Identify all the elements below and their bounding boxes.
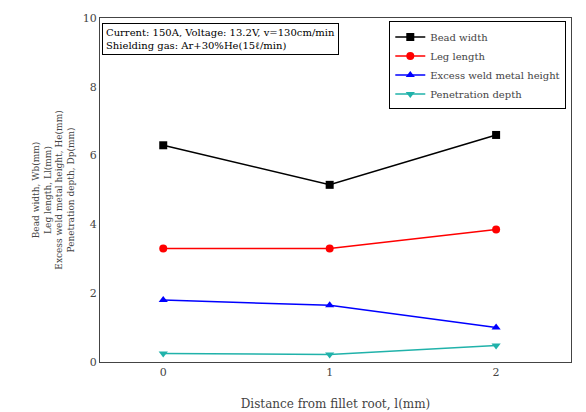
svg-text:6: 6: [90, 149, 97, 162]
svg-text:Penetration depth: Penetration depth: [430, 89, 522, 100]
svg-text:Bead width, Wb(mm)Leg length,: Bead width, Wb(mm)Leg length, Ll(mm)Exce…: [31, 110, 76, 269]
svg-text:10: 10: [83, 12, 97, 25]
svg-text:2: 2: [493, 366, 500, 379]
svg-text:Current: 150A, Voltage: 13.2V,: Current: 150A, Voltage: 13.2V, v=130cm/m…: [106, 27, 335, 51]
svg-text:1: 1: [326, 366, 333, 379]
svg-text:Bead width: Bead width: [430, 32, 488, 43]
svg-text:8: 8: [90, 81, 97, 94]
svg-text:Excess weld metal height: Excess weld metal height: [430, 70, 559, 81]
svg-text:0: 0: [160, 366, 167, 379]
svg-text:0: 0: [90, 356, 97, 369]
svg-text:4: 4: [90, 218, 97, 231]
svg-text:Distance from fillet root, l(m: Distance from fillet root, l(mm): [241, 397, 431, 411]
svg-text:Leg length: Leg length: [430, 51, 485, 62]
svg-text:2: 2: [90, 287, 97, 300]
